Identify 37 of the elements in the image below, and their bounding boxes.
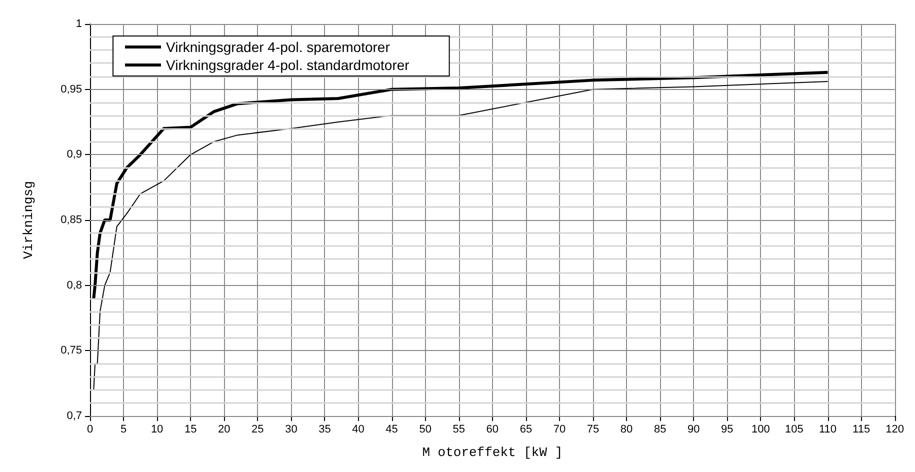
- x-tick-label: 75: [586, 424, 600, 436]
- x-tick-label: 100: [752, 424, 770, 436]
- x-tick-label: 20: [218, 424, 230, 436]
- x-tick-label: 95: [721, 424, 734, 436]
- x-tick-label: 90: [687, 424, 700, 436]
- x-tick-label: 25: [252, 424, 264, 436]
- x-axis-title: M otoreffekt [kW ]: [422, 445, 563, 460]
- y-tick-label: 0,9: [66, 148, 82, 161]
- y-tick-label: 1: [76, 18, 82, 30]
- y-tick-label: 0,95: [60, 83, 82, 96]
- x-tick-label: 120: [886, 424, 904, 436]
- x-tick-label: 35: [318, 424, 331, 436]
- x-tick-label: 85: [654, 424, 666, 436]
- x-tick-label: 0: [86, 424, 94, 436]
- x-tick-label: 70: [553, 424, 566, 436]
- x-tick-label: 45: [386, 424, 398, 436]
- x-tick-label: 15: [184, 424, 197, 436]
- x-tick-label: 55: [452, 424, 465, 436]
- y-tick-label: 0,8: [66, 279, 82, 292]
- x-tick-label: 60: [486, 424, 499, 436]
- x-tick-label: 80: [620, 424, 633, 436]
- x-tick-label: 5: [120, 424, 127, 436]
- x-tick-label: 10: [150, 424, 164, 436]
- x-tick-label: 40: [352, 424, 364, 436]
- legend-label: Virkningsgrader 4-pol. sparemotorer: [166, 39, 390, 55]
- y-axis-title: Virkningsg: [21, 180, 36, 260]
- legend-label: Virkningsgrader 4-pol. standardmotorer: [166, 57, 410, 73]
- x-tick-label: 50: [419, 424, 432, 436]
- x-tick-label: 115: [852, 424, 870, 436]
- x-tick-label: 65: [520, 424, 532, 436]
- line-series: [93, 80, 828, 390]
- x-tick-label: 105: [785, 424, 804, 436]
- x-tick-label: 110: [818, 424, 837, 436]
- y-tick-label: 0,85: [60, 214, 82, 226]
- y-tick-label: 0,75: [60, 344, 82, 357]
- x-tick-label: 30: [285, 424, 298, 436]
- y-tick-label: 0,7: [66, 410, 82, 422]
